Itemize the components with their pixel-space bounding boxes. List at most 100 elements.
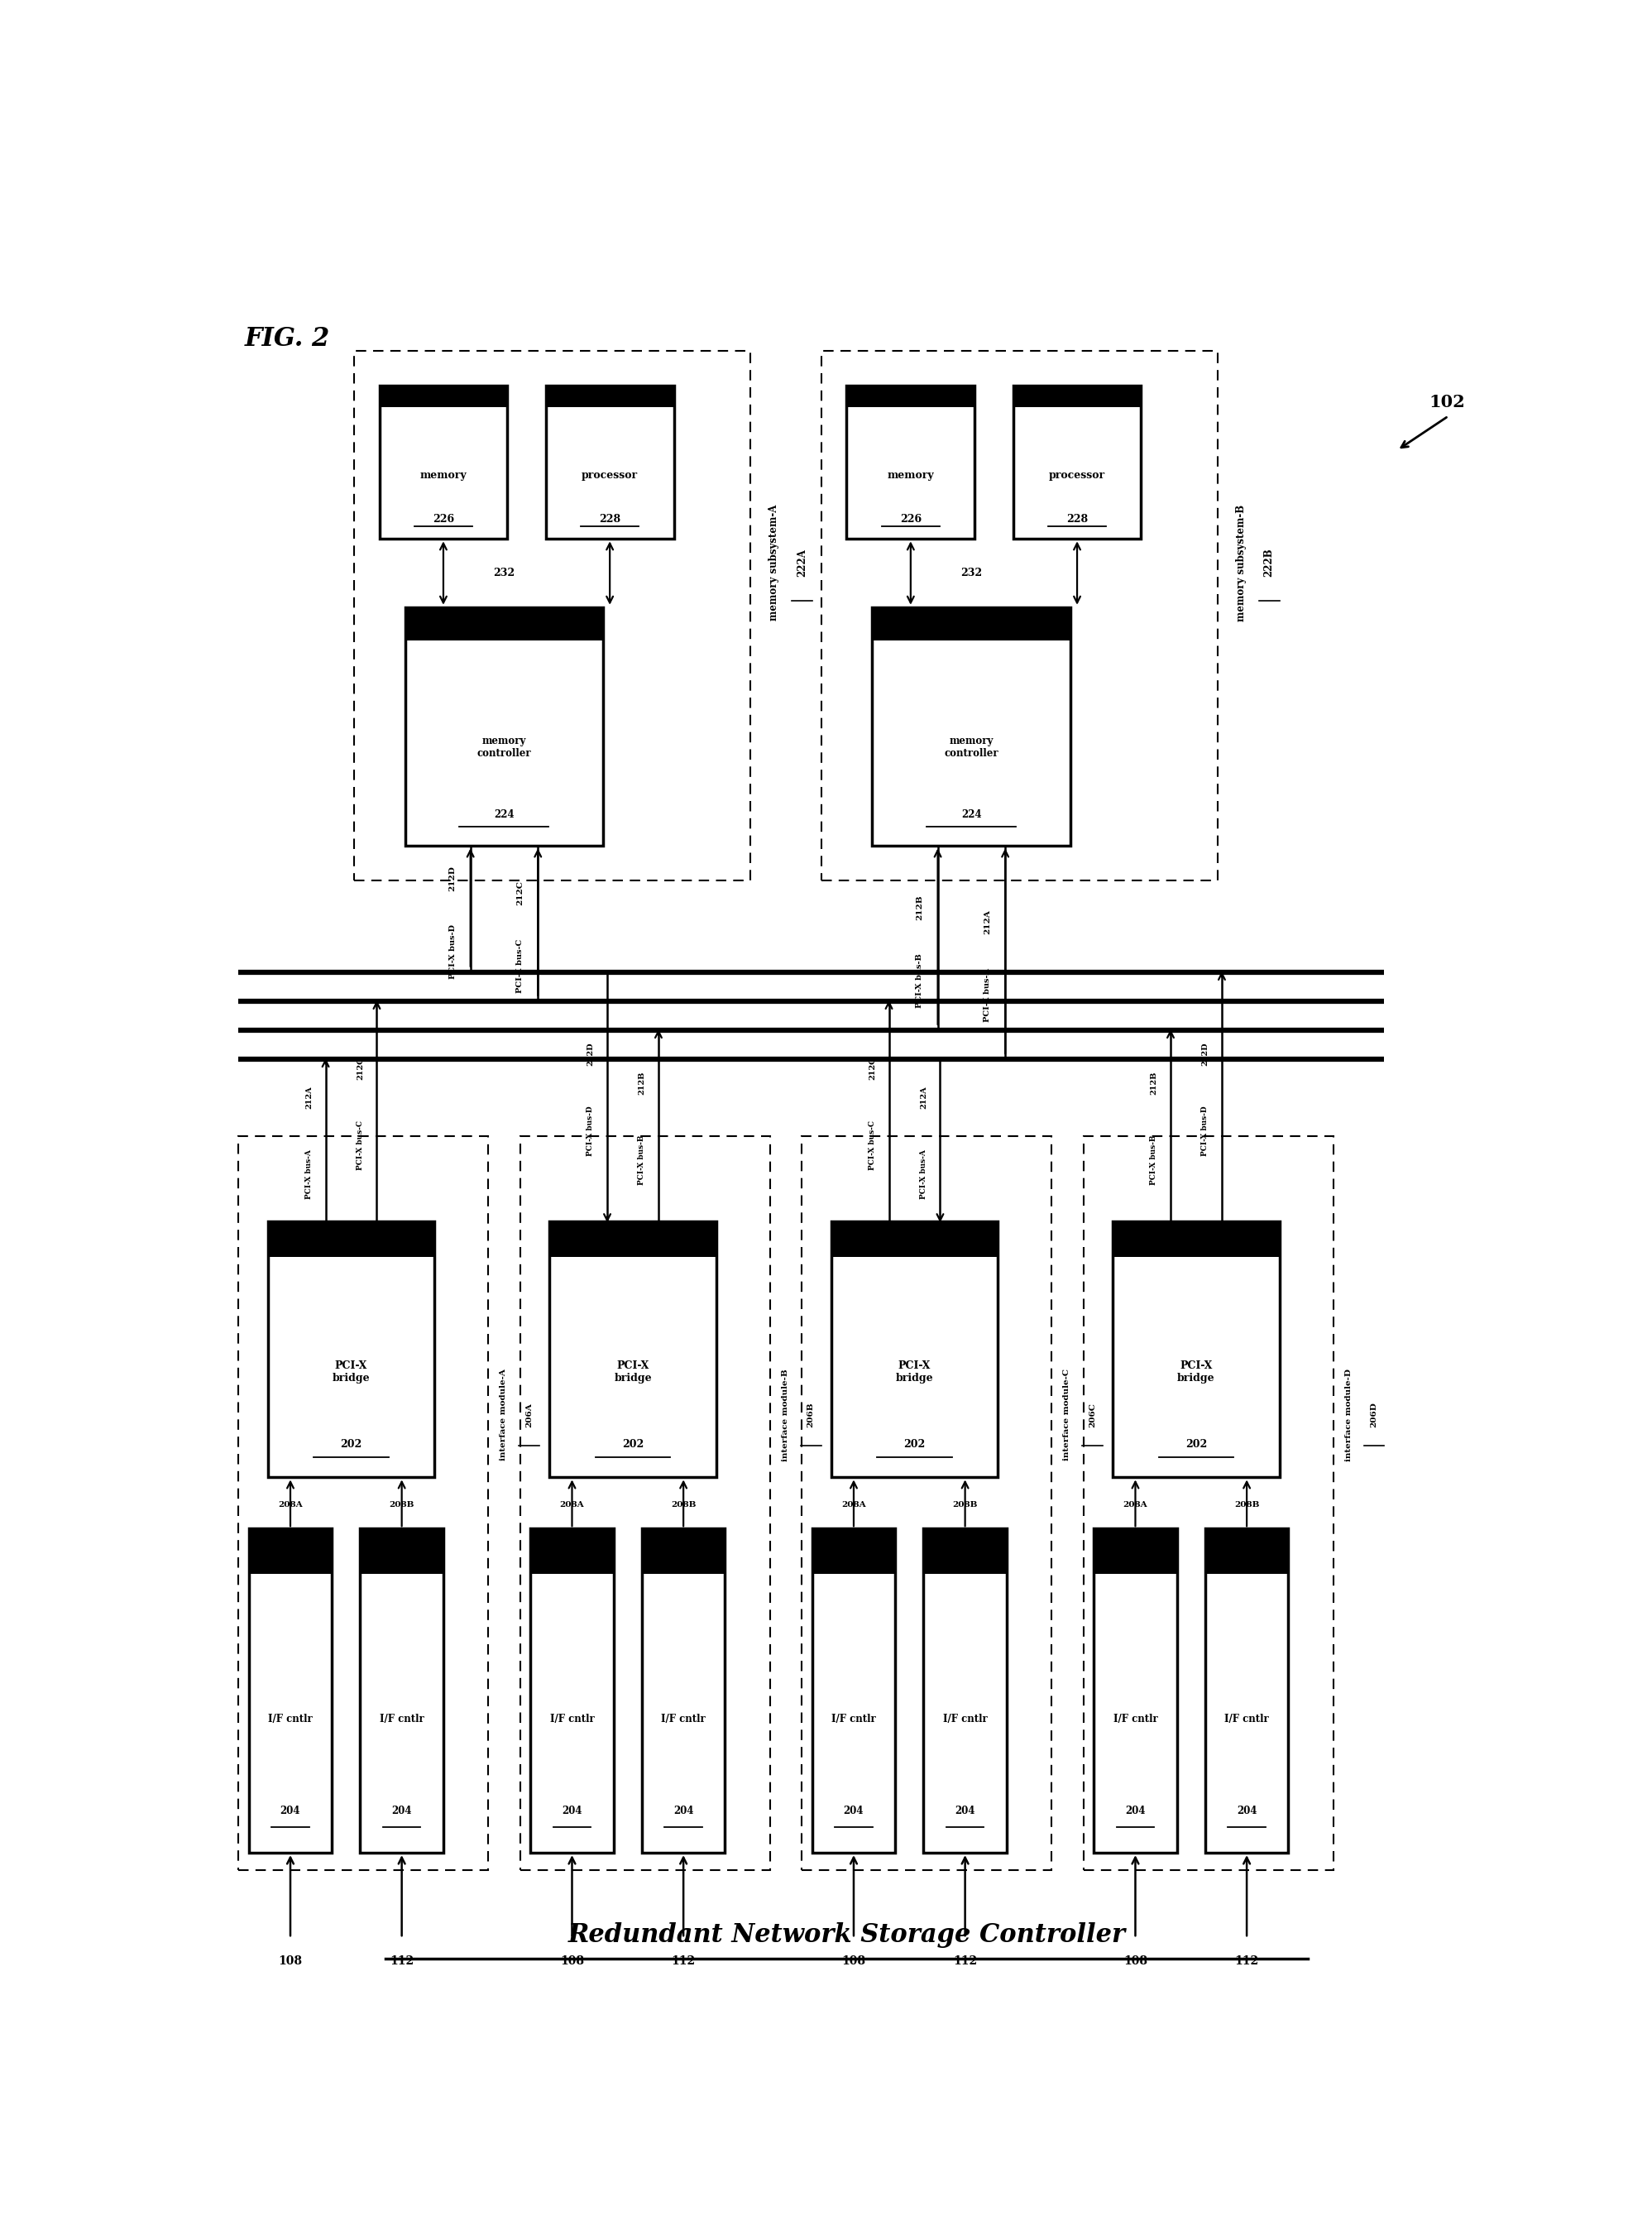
Text: FIG. 2: FIG. 2: [244, 326, 330, 352]
Text: 212A: 212A: [306, 1086, 312, 1110]
Bar: [1094, 1529, 1176, 1573]
Text: PCI-X bus-B: PCI-X bus-B: [1150, 1135, 1158, 1186]
Text: 112: 112: [953, 1955, 976, 1968]
Text: 108: 108: [560, 1955, 585, 1968]
Bar: [550, 1221, 715, 1478]
Text: interface module-B: interface module-B: [781, 1369, 790, 1460]
Text: memory subsystem-B: memory subsystem-B: [1236, 505, 1246, 620]
Text: 228: 228: [600, 514, 621, 525]
Text: interface module-D: interface module-D: [1345, 1369, 1353, 1460]
Bar: [831, 1221, 998, 1478]
Text: 202: 202: [1186, 1438, 1208, 1449]
Text: PCI-X bus-C: PCI-X bus-C: [869, 1121, 876, 1170]
Text: 206A: 206A: [525, 1403, 534, 1427]
Bar: [249, 1529, 332, 1573]
Text: 112: 112: [671, 1955, 695, 1968]
Bar: [801, 1137, 1051, 1870]
Text: 208B: 208B: [953, 1500, 978, 1509]
Bar: [1204, 1529, 1289, 1853]
Text: I/F cntlr: I/F cntlr: [1224, 1713, 1269, 1724]
Bar: [831, 1221, 998, 1256]
Text: I/F cntlr: I/F cntlr: [661, 1713, 705, 1724]
Bar: [1013, 386, 1142, 408]
Bar: [545, 386, 674, 538]
Text: 108: 108: [843, 1955, 866, 1968]
Text: 212B: 212B: [1150, 1073, 1158, 1095]
Text: memory
controller: memory controller: [945, 736, 998, 760]
Text: memory subsystem-A: memory subsystem-A: [768, 505, 780, 620]
Bar: [846, 386, 975, 408]
Text: processor: processor: [582, 470, 638, 481]
Text: 212C: 212C: [357, 1057, 363, 1079]
Bar: [1013, 386, 1142, 538]
Text: 206D: 206D: [1371, 1403, 1378, 1427]
Text: 208B: 208B: [671, 1500, 695, 1509]
Text: PCI-X bus-C: PCI-X bus-C: [517, 940, 524, 993]
Text: processor: processor: [1049, 470, 1105, 481]
Text: 204: 204: [844, 1806, 864, 1817]
Text: I/F cntlr: I/F cntlr: [1113, 1713, 1158, 1724]
Text: 204: 204: [674, 1806, 694, 1817]
Text: I/F cntlr: I/F cntlr: [380, 1713, 425, 1724]
Bar: [641, 1529, 725, 1853]
Text: 204: 204: [955, 1806, 975, 1817]
Bar: [545, 386, 674, 408]
Bar: [1094, 1529, 1176, 1853]
Bar: [846, 386, 975, 538]
Text: 202: 202: [904, 1438, 925, 1449]
Text: 212D: 212D: [1201, 1042, 1209, 1066]
Text: 204: 204: [1125, 1806, 1145, 1817]
Bar: [520, 1137, 770, 1870]
Text: 212A: 212A: [983, 911, 991, 935]
Bar: [813, 1529, 895, 1573]
Bar: [813, 1529, 895, 1853]
Text: 108: 108: [279, 1955, 302, 1968]
Text: 212B: 212B: [917, 895, 923, 920]
Text: 108: 108: [1123, 1955, 1148, 1968]
Bar: [923, 1529, 1006, 1853]
Text: PCI-X bus-D: PCI-X bus-D: [586, 1106, 595, 1157]
Text: 212C: 212C: [869, 1057, 876, 1079]
Text: 112: 112: [390, 1955, 413, 1968]
Text: 212C: 212C: [517, 880, 524, 906]
Text: 204: 204: [392, 1806, 411, 1817]
Text: PCI-X bus-D: PCI-X bus-D: [449, 924, 456, 979]
Bar: [360, 1529, 443, 1573]
Bar: [249, 1529, 332, 1853]
Bar: [821, 350, 1218, 880]
Bar: [268, 1221, 434, 1256]
Text: I/F cntlr: I/F cntlr: [831, 1713, 876, 1724]
Bar: [268, 1221, 434, 1478]
Text: 204: 204: [281, 1806, 301, 1817]
Text: PCI-X
bridge: PCI-X bridge: [615, 1361, 651, 1383]
Text: PCI-X
bridge: PCI-X bridge: [332, 1361, 370, 1383]
Bar: [1084, 1137, 1333, 1870]
Text: 224: 224: [494, 809, 514, 820]
Text: interface module-C: interface module-C: [1064, 1369, 1070, 1460]
Text: 226: 226: [900, 514, 922, 525]
Bar: [380, 386, 507, 408]
Text: 212A: 212A: [920, 1086, 927, 1110]
Text: memory: memory: [887, 470, 933, 481]
Text: 202: 202: [623, 1438, 644, 1449]
Text: PCI-X bus-A: PCI-X bus-A: [983, 968, 991, 1022]
Text: 208A: 208A: [841, 1500, 866, 1509]
Text: 222A: 222A: [796, 550, 808, 576]
Text: 202: 202: [340, 1438, 362, 1449]
Bar: [530, 1529, 613, 1853]
Text: 228: 228: [1066, 514, 1089, 525]
Bar: [1204, 1529, 1289, 1573]
Text: 204: 204: [562, 1806, 582, 1817]
Text: 208A: 208A: [1123, 1500, 1148, 1509]
Text: memory
controller: memory controller: [477, 736, 532, 760]
Text: I/F cntlr: I/F cntlr: [943, 1713, 988, 1724]
Text: 222B: 222B: [1264, 550, 1275, 576]
Text: 232: 232: [494, 567, 515, 578]
Bar: [1113, 1221, 1279, 1478]
Text: PCI-X bus-D: PCI-X bus-D: [1201, 1106, 1209, 1157]
Bar: [923, 1529, 1006, 1573]
Text: interface module-A: interface module-A: [501, 1369, 507, 1460]
Text: 204: 204: [1237, 1806, 1257, 1817]
Text: PCI-X bus-B: PCI-X bus-B: [638, 1135, 646, 1186]
Text: PCI-X
bridge: PCI-X bridge: [1178, 1361, 1214, 1383]
